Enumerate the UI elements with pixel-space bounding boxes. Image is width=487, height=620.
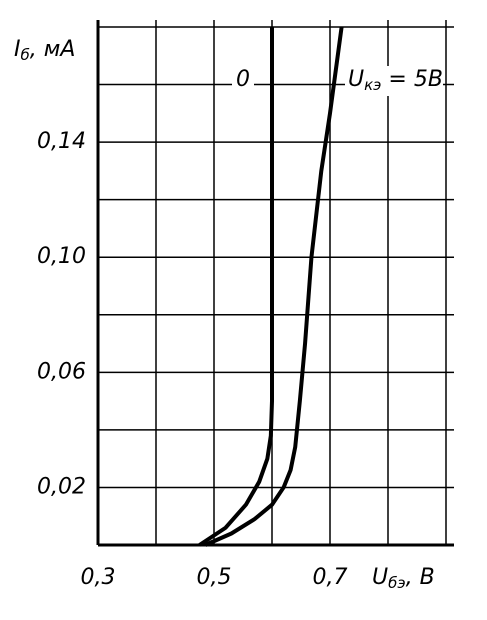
y-tick-label: 0,02 xyxy=(37,474,86,499)
y-axis-label: Iб, мА xyxy=(14,37,75,64)
series-label: Uкэ = 5В xyxy=(348,67,443,94)
x-tick-label: 0,5 xyxy=(197,565,232,590)
x-axis-label-rest: , В xyxy=(406,565,435,590)
curve xyxy=(204,26,344,547)
x-tick-label: 0,3 xyxy=(81,565,116,590)
curve xyxy=(198,27,274,547)
x-axis-label: Uбэ, В xyxy=(372,565,435,592)
y-tick-label: 0,14 xyxy=(37,129,86,154)
y-axis-label-rest: , мА xyxy=(30,37,76,62)
series-label-rest: = 5В xyxy=(381,67,443,92)
label-bg xyxy=(232,66,254,94)
x-tick-label: 0,7 xyxy=(313,565,348,590)
series-label: 0 xyxy=(236,67,250,92)
y-tick-label: 0,10 xyxy=(37,244,86,269)
y-tick-label: 0,06 xyxy=(37,359,86,384)
label-bg xyxy=(345,66,443,96)
series-label-main: U xyxy=(348,67,364,92)
x-axis-label-main: U xyxy=(372,565,388,590)
series-label-main: 0 xyxy=(236,67,250,92)
x-axis-label-sub: бэ xyxy=(388,574,405,592)
y-axis-label-sub: б xyxy=(21,46,30,64)
series-label-sub: кэ xyxy=(364,76,381,94)
y-axis-label-main: I xyxy=(14,37,21,62)
